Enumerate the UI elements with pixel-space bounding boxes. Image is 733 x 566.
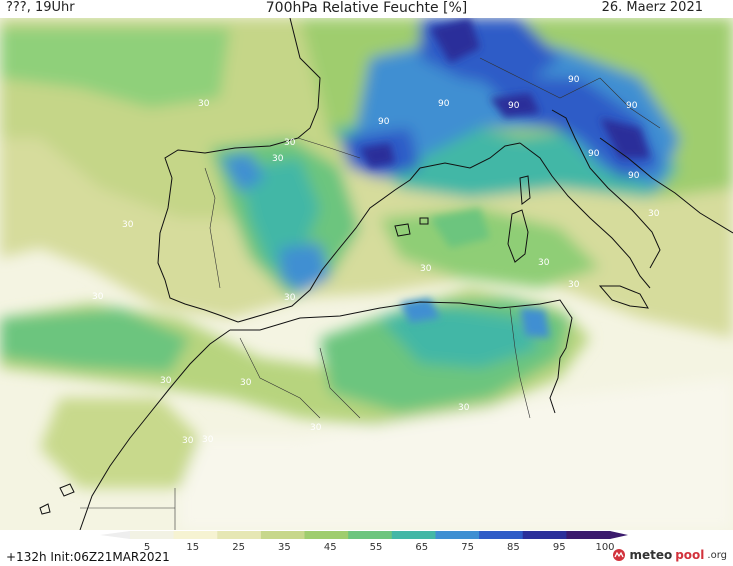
svg-text:30: 30 [198, 99, 210, 109]
legend-swatch [435, 531, 480, 539]
svg-text:90: 90 [628, 171, 640, 181]
valid-date: 26. Maerz 2021 [601, 0, 703, 15]
forecast-run: +132h Init:06Z21MAR2021 [6, 550, 170, 564]
footer: 5 15 25 35 45 55 65 75 85 95 100 +132h Init:06Z21M… [0, 530, 733, 566]
svg-text:30: 30 [122, 220, 134, 230]
legend-tick-label: 55 [370, 542, 383, 552]
legend-tick-label: 100 [595, 542, 614, 552]
svg-text:30: 30 [458, 403, 470, 413]
legend-tick-label: 45 [324, 542, 337, 552]
legend-swatch [173, 531, 218, 539]
contour-labels: 30 30 30 30 30 30 30 30 30 30 30 30 30 3… [92, 75, 660, 446]
svg-text:90: 90 [508, 101, 520, 111]
svg-text:30: 30 [240, 378, 252, 388]
legend-tick-label: 5 [144, 542, 150, 552]
meteopool-logo-icon [613, 549, 626, 561]
legend-swatch [479, 531, 524, 539]
legend-tick-label: 65 [415, 542, 428, 552]
svg-text:30: 30 [568, 280, 580, 290]
svg-text:30: 30 [92, 292, 104, 302]
legend-tick-label: 15 [186, 542, 199, 552]
brand-text-meteo: meteo [629, 548, 673, 562]
legend-arrow-right [610, 531, 628, 539]
legend-tick-label: 95 [553, 542, 566, 552]
borders [80, 57, 661, 530]
svg-text:30: 30 [648, 209, 660, 219]
svg-text:90: 90 [438, 99, 450, 109]
svg-text:30: 30 [182, 436, 194, 446]
humidity-map: 30 30 30 30 30 30 30 30 30 30 30 30 30 3… [0, 18, 733, 530]
svg-text:30: 30 [420, 264, 432, 274]
legend-swatch [566, 531, 611, 539]
legend-tick-label: 25 [232, 542, 245, 552]
header: ???, 19Uhr 700hPa Relative Feuchte [%] 2… [0, 0, 733, 18]
svg-text:30: 30 [310, 423, 322, 433]
svg-text:30: 30 [202, 435, 214, 445]
legend-swatch [260, 531, 305, 539]
color-legend: 5 15 25 35 45 55 65 75 85 95 100 [100, 531, 628, 552]
svg-text:90: 90 [588, 149, 600, 159]
svg-text:90: 90 [626, 101, 638, 111]
svg-text:30: 30 [284, 293, 296, 303]
brand-logo: meteo pool .org [612, 548, 727, 562]
legend-swatch [391, 531, 436, 539]
legend-tick-label: 75 [461, 542, 474, 552]
legend-swatch [304, 531, 349, 539]
brand-text-pool: pool [675, 548, 705, 562]
legend-swatch [130, 531, 175, 539]
svg-text:90: 90 [378, 117, 390, 127]
legend-arrow-left [100, 531, 130, 539]
map-title: 700hPa Relative Feuchte [%] [265, 0, 468, 16]
legend-swatch [522, 531, 567, 539]
humidity-field [0, 18, 733, 530]
legend-tick-label: 85 [507, 542, 520, 552]
legend-swatch [348, 531, 393, 539]
svg-text:30: 30 [272, 154, 284, 164]
svg-text:30: 30 [538, 258, 550, 268]
svg-text:30: 30 [160, 376, 172, 386]
svg-text:30: 30 [284, 138, 296, 148]
coastlines [39, 18, 733, 530]
legend-swatch [217, 531, 262, 539]
valid-time: ???, 19Uhr [6, 0, 75, 15]
legend-tick-label: 35 [278, 542, 291, 552]
svg-text:90: 90 [568, 75, 580, 85]
brand-text-org: .org [707, 549, 727, 561]
